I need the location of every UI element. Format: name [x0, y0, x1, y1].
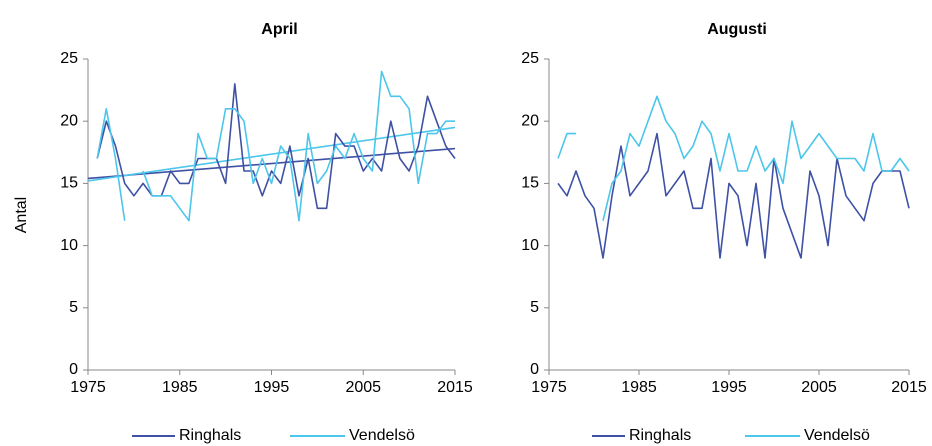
y-tick-label: 25 — [60, 50, 78, 67]
y-tick-label: 5 — [69, 299, 78, 316]
y-tick-label: 20 — [60, 112, 78, 129]
x-tick-label: 2005 — [345, 379, 381, 396]
y-tick-label: 25 — [521, 50, 539, 67]
data-line — [557, 132, 910, 259]
y-tick-label: 0 — [69, 361, 78, 378]
legend-label: Ringhals — [179, 427, 241, 444]
legend-label: Vendelsö — [804, 427, 870, 444]
x-tick-label: 1975 — [70, 379, 106, 396]
chart-title: Augusti — [707, 21, 767, 38]
y-tick-label: 10 — [60, 237, 78, 254]
x-tick-label: 1995 — [254, 379, 290, 396]
data-line — [96, 70, 455, 222]
y-tick-label: 15 — [521, 175, 539, 192]
x-tick-label: 1975 — [531, 379, 567, 396]
data-line — [96, 83, 456, 210]
x-tick-label: 1985 — [162, 379, 198, 396]
x-tick-label: 2015 — [891, 379, 927, 396]
x-tick-label: 2015 — [437, 379, 473, 396]
y-tick-label: 20 — [521, 112, 539, 129]
x-tick-label: 1985 — [621, 379, 657, 396]
trend-line — [87, 147, 456, 180]
y-tick-label: 15 — [60, 175, 78, 192]
x-tick-label: 1995 — [711, 379, 747, 396]
y-tick-label: 0 — [530, 361, 539, 378]
y-axis-label: Antal — [13, 197, 30, 233]
legend-label: Ringhals — [629, 427, 691, 444]
chart-title: April — [261, 21, 297, 38]
y-tick-label: 10 — [521, 237, 539, 254]
y-tick-label: 5 — [530, 299, 539, 316]
x-tick-label: 2005 — [801, 379, 837, 396]
data-line — [557, 95, 910, 221]
legend-label: Vendelsö — [349, 427, 415, 444]
